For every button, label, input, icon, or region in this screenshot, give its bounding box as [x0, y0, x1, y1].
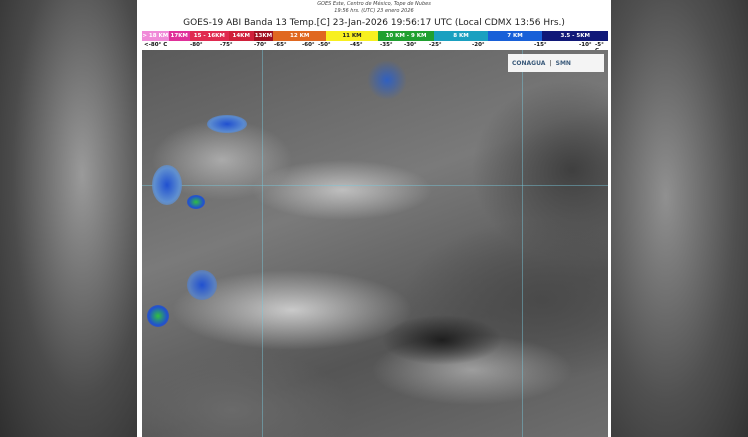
temperature-label: -35° — [380, 42, 393, 48]
temperature-label: -20° — [472, 42, 485, 48]
temperature-label: -45° — [350, 42, 363, 48]
image-title: GOES-19 ABI Banda 13 Temp.[C] 23-Jan-202… — [183, 18, 565, 28]
temperature-label: -15° — [534, 42, 547, 48]
convective-cloud — [367, 60, 407, 100]
temperature-label: -80° — [190, 42, 203, 48]
temperature-label: -75° — [220, 42, 233, 48]
convective-cloud — [187, 270, 217, 300]
legend-segment: 3.5 - 5KM — [542, 31, 609, 41]
temperature-label: -50° — [318, 42, 331, 48]
subtitle-2: 19:56 hrs. (UTC) 23 enero 2026 — [334, 8, 414, 14]
legend-segment: 7 KM — [487, 31, 543, 41]
temperature-label: -25° — [429, 42, 442, 48]
background-blur-right — [611, 0, 748, 437]
satellite-image[interactable]: CONAGUA | SMN — [142, 50, 608, 437]
legend-segment: 11 KM — [326, 31, 378, 41]
legend-segment: 10 KM - 9 KM — [377, 31, 435, 41]
temperature-label: -65° — [274, 42, 287, 48]
smn-logo: SMN — [555, 59, 571, 67]
legend-segment: 17KM — [168, 31, 190, 41]
conagua-logo: CONAGUA — [512, 59, 546, 67]
convective-cloud — [147, 305, 169, 327]
convective-cloud — [152, 165, 182, 205]
background-blur-left — [0, 0, 137, 437]
temperature-label: -70° — [254, 42, 267, 48]
convective-cloud — [207, 115, 247, 133]
temperature-label: -10° — [579, 42, 592, 48]
temperature-label: -30° — [404, 42, 417, 48]
legend-segment: 13KM — [253, 31, 274, 41]
subtitle-1: GOES Este, Centro de México, Tope de Nub… — [317, 1, 431, 7]
legend-segment: > 18 KM — [142, 31, 169, 41]
cloud-top-legend: > 18 KM 17KM 15 - 16KM 14KM 13KM 12 KM 11 KM 10… — [142, 31, 609, 41]
grid-line — [142, 185, 608, 186]
temperature-label: -60° — [302, 42, 315, 48]
grid-line — [522, 50, 523, 437]
legend-segment: 8 KM — [434, 31, 488, 41]
legend-segment: 14KM — [228, 31, 254, 41]
grid-line — [262, 50, 263, 437]
legend-segment: 12 KM — [273, 31, 327, 41]
temperature-label: <-80° C — [144, 42, 168, 48]
convective-cloud — [187, 195, 205, 209]
legend-segment: 15 - 16KM — [189, 31, 229, 41]
agency-logos: CONAGUA | SMN — [508, 54, 604, 72]
temperature-scale: <-80° C -80° -75° -70° -65° -60° -50° -45° -35° -… — [142, 42, 608, 54]
